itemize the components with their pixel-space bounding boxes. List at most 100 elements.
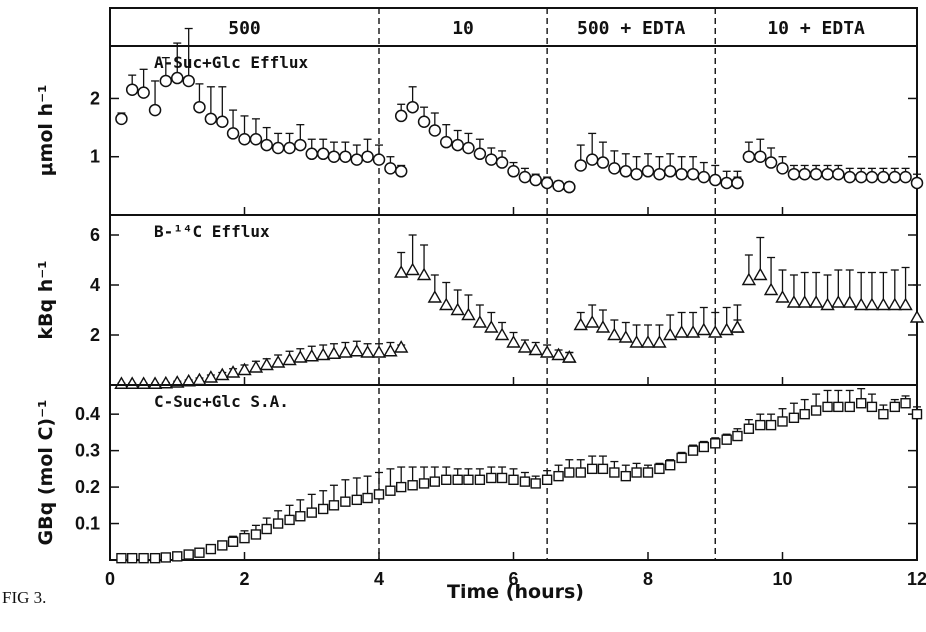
panel-0-s1-point-0 [394,109,408,123]
panel-1-s3-point-6 [797,295,812,308]
panel-2-s0-point-59 [777,416,788,427]
panel-0-s2-point-10 [675,167,688,181]
panel-2-s0-point-46 [631,467,642,478]
panel-1-s3-point-8 [820,297,835,311]
panel-1-s3-point-16 [909,310,925,323]
panel-1-s1-point-11 [517,340,533,353]
panel-1-s1-point-9 [494,327,510,341]
panel-1-s3-point-0 [730,320,745,333]
panel-1-s0-point-7 [192,372,207,386]
panel-1-s2-point-1 [573,317,588,331]
panel-1-s3-point-14 [887,297,903,311]
panel-1-s0-point-4 [158,375,174,389]
panel-2-s0-point-49 [664,460,676,471]
panel-1-s1-point-10 [506,335,521,348]
panel-0-s0-point-12 [249,132,263,146]
panel-0-s3-point-0 [731,176,744,190]
panel-0-s2-point-9 [663,165,677,178]
panel-0-s3-point-6 [798,167,811,181]
panel-0-s0-point-24 [384,162,397,175]
panel-1-s0-point-1 [124,376,140,389]
panel-2-s0-point-16 [295,511,306,522]
panel-0-s0-point-14 [271,141,285,155]
panel-1-s0-point-18 [315,347,331,361]
panel-0-s0-point-21 [350,153,364,166]
panel-1-s0-point-13 [259,357,274,371]
panel-2-s0-point-37 [530,478,541,489]
panel-1-ytick-label-0: 2 [90,325,100,345]
panel-0-s0-point-3 [148,103,162,117]
panel-2-s0-point-50 [676,452,687,464]
panel-0-s2-point-3 [596,156,610,169]
panel-0-s1-point-1 [406,100,419,114]
panel-2-s0-point-44 [609,467,620,478]
panel-1-s0-point-9 [215,367,230,381]
panel-0-s2-point-7 [641,165,655,178]
panel-2-s0-point-17 [306,507,317,518]
panel-2-s0-point-7 [194,547,205,558]
panel-0-s3-point-11 [854,170,868,184]
panel-1-s2-point-14 [719,322,734,336]
panel-2-s0-point-70 [900,398,911,409]
panel-0-s0-point-18 [316,147,330,161]
panel-0-s3-point-8 [821,167,834,181]
panel-1-s1-point-6 [461,307,476,321]
panel-0-s0-point-5 [171,71,184,85]
panel-1-s0-point-20 [338,345,353,358]
panel-1-s1-point-12 [528,342,543,356]
panel-2-s0-point-67 [866,401,878,413]
xtick-label-4: 8 [643,569,653,589]
panel-0-s0-point-7 [193,100,206,114]
panel-2-s0-point-53 [710,438,721,449]
panel-1-s3-point-5 [786,295,802,308]
panel-1-s0-point-0 [114,376,129,389]
panel-0-s3-point-10 [843,170,856,184]
panel-1-s3-point-13 [876,297,891,311]
panel-0-s0-point-25 [394,165,408,178]
panel-0-s0-point-4 [159,74,173,88]
panel-0-s0-point-22 [361,150,374,163]
xtick-label-2: 4 [374,569,384,589]
panel-0-s0-point-15 [283,141,296,155]
panel-2-s0-point-32 [474,474,486,485]
panel-0-s2-point-5 [619,165,633,178]
panel-2-s0-point-31 [463,474,474,485]
panel-2-s0-point-10 [227,536,239,547]
panel-2-s0-point-60 [788,412,800,424]
panel-2-s0-point-68 [878,408,889,420]
panel-2-s0-point-12 [250,529,262,540]
panel-1-s0-point-24 [383,343,398,357]
panel-0-s0-point-20 [339,150,352,163]
xtick-label-5: 10 [772,569,792,589]
panel-1-s2-point-3 [595,320,611,333]
panel-1-s2-point-4 [607,327,622,341]
panel-1-s1-point-7 [472,315,488,328]
panel-1-s1-point-14 [551,347,566,361]
panel-1-s0-point-21 [349,343,365,357]
panel-0-title: A-Suc+Glc Efflux [154,53,308,72]
panel-2-s0-point-36 [519,476,531,487]
panel-2-s0-point-11 [239,532,250,544]
panel-2-title: C-Suc+Glc S.A. [154,392,289,411]
panel-2-s0-point-27 [418,478,430,489]
panel-0-s3-point-15 [899,170,912,184]
panel-2-ytick-label-0: 0.1 [75,514,100,534]
panel-0-ytick-label-0: 1 [90,147,100,167]
panel-0-s0-point-0 [115,112,128,126]
panel-1-s0-point-2 [136,376,151,389]
panel-0-s2-point-14 [720,176,733,190]
panel-2-s0-point-28 [429,476,441,487]
panel-2-s0-point-42 [586,463,598,475]
panel-1-s3-point-15 [898,297,913,311]
panel-0-s3-point-2 [754,150,767,163]
panel-2-ytick-label-2: 0.3 [75,441,100,461]
panel-1-s0-point-15 [282,352,297,366]
panel-0-s3-point-7 [809,167,823,181]
panel-1-s0-point-10 [225,365,241,378]
panel-0-s0-point-2 [137,86,150,99]
panel-0-s1-point-14 [552,179,565,193]
panel-2-s0-point-35 [508,474,519,485]
panel-2-s0-point-2 [138,552,149,564]
panel-2-s0-point-33 [486,472,497,484]
panel-0-s0-point-6 [182,74,195,88]
